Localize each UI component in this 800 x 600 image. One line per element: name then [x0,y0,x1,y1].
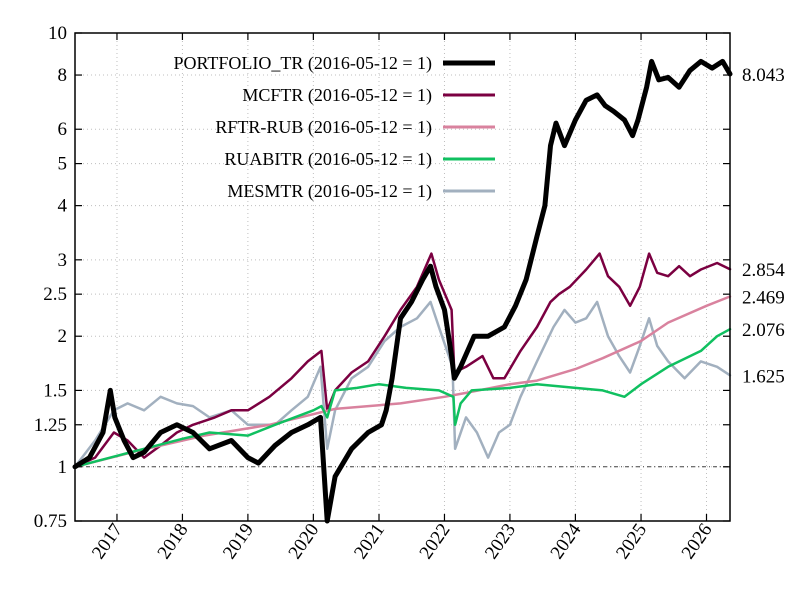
y-tick-label: 0.75 [34,511,67,532]
series-line-portfolio_tr [72,58,733,524]
plot-frame [74,32,731,522]
x-tick-label: 2021 [350,520,389,563]
y-tick-label: 8 [58,65,68,86]
y-axis-ticks: 0.75 1 1.25 1.5 2 2.5 3 4 5 6 8 10 [34,23,730,532]
end-value-label: 8.043 [742,65,785,86]
series-line-mcftr [73,252,732,469]
y-tick-label: 6 [58,119,68,140]
end-value-label: 2.076 [742,320,785,341]
y-tick-label: 1 [58,457,68,478]
x-tick-label: 2023 [481,520,520,563]
grid-layer [75,32,730,522]
end-value-labels: 8.043 2.854 2.469 2.076 1.625 [742,65,785,387]
y-tick-label: 2 [58,326,68,347]
x-tick-label: 2017 [88,520,127,563]
end-value-label: 2.854 [742,260,785,281]
end-value-label: 2.469 [742,288,785,309]
series-layer [72,58,733,524]
x-tick-label: 2020 [284,520,323,563]
y-tick-label: 10 [48,23,67,44]
legend: PORTFOLIO_TR (2016-05-12 = 1) MCFTR (2016… [173,53,495,202]
legend-label: RFTR-RUB (2016-05-12 = 1) [215,117,432,138]
y-tick-label: 3 [58,250,68,271]
y-tick-label: 2.5 [43,284,67,305]
x-tick-label: 2025 [612,520,651,563]
legend-label: PORTFOLIO_TR (2016-05-12 = 1) [173,53,432,74]
y-tick-label: 1.25 [34,415,67,436]
y-tick-label: 4 [58,196,68,217]
y-tick-label: 5 [58,154,68,175]
x-tick-label: 2026 [678,520,717,563]
legend-label: MESMTR (2016-05-12 = 1) [227,181,432,202]
series-line-ruabitr [73,327,732,469]
x-tick-label: 2022 [416,520,455,563]
x-tick-label: 2024 [546,519,585,563]
legend-label: RUABITR (2016-05-12 = 1) [224,149,432,170]
x-tick-label: 2019 [219,520,258,563]
y-tick-label: 1.5 [43,380,67,401]
legend-label: MCFTR (2016-05-12 = 1) [242,85,432,106]
end-value-label: 1.625 [742,366,785,387]
x-tick-label: 2018 [154,520,193,563]
